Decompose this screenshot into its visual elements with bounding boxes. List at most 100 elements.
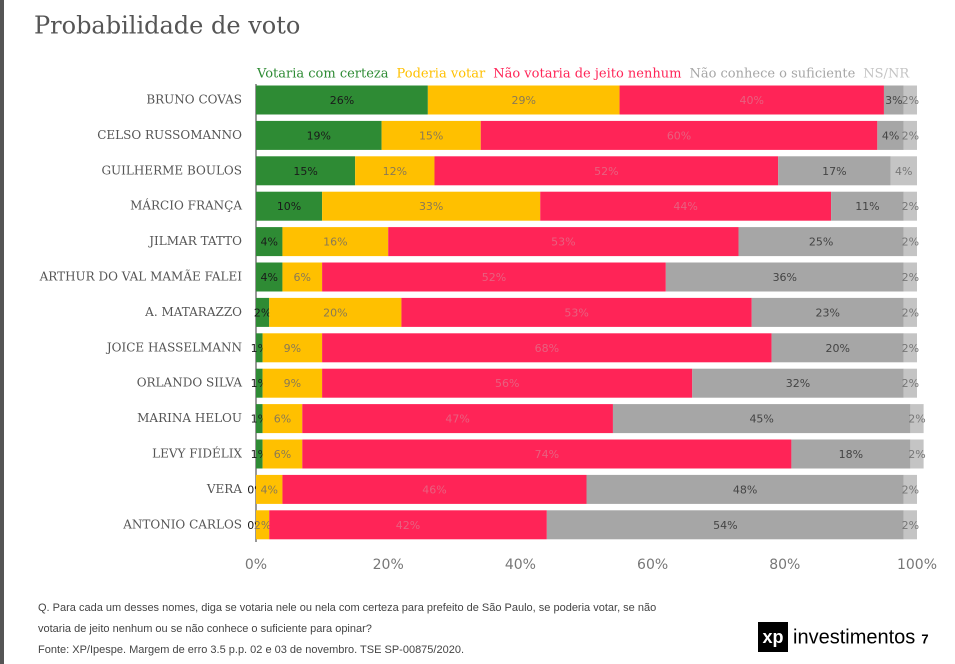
value-label: 45% xyxy=(749,413,773,426)
bar-segment xyxy=(322,262,666,292)
bar-segment xyxy=(877,120,904,150)
bar-segment xyxy=(612,404,911,434)
bar-segment xyxy=(771,333,904,363)
bar-segment xyxy=(831,191,904,221)
value-label: 52% xyxy=(594,165,618,178)
value-label: 2% xyxy=(902,342,919,355)
value-label: 9% xyxy=(284,342,301,355)
bar-segment xyxy=(256,262,283,292)
bar-segment xyxy=(388,227,739,257)
value-label: 74% xyxy=(535,448,559,461)
legend-entry: Não votaria de jeito nenhum xyxy=(493,67,681,82)
value-label: 23% xyxy=(816,306,840,319)
bar-segment xyxy=(910,439,924,469)
value-label: 2% xyxy=(902,377,919,390)
value-label: 12% xyxy=(383,165,407,178)
bar-segment xyxy=(282,262,323,292)
category-label: JOICE HASSELMANN xyxy=(105,340,242,354)
x-tick-label: 0% xyxy=(245,557,267,573)
value-label: 42% xyxy=(396,519,420,532)
x-tick-label: 20% xyxy=(373,557,404,573)
bar-segment xyxy=(401,297,752,327)
category-label: CELSO RUSSOMANNO xyxy=(97,128,242,142)
value-label: 20% xyxy=(323,306,347,319)
bar-segment xyxy=(256,297,270,327)
bar-segment xyxy=(302,439,792,469)
x-tick-label: 40% xyxy=(505,557,536,573)
category-label: ORLANDO SILVA xyxy=(137,376,243,390)
bar-segment xyxy=(282,227,389,257)
value-label: 11% xyxy=(855,200,879,213)
value-label: 48% xyxy=(733,483,757,496)
value-label: 16% xyxy=(323,236,347,249)
chart-title: Probabilidade de voto xyxy=(34,12,300,40)
value-label: 68% xyxy=(535,342,559,355)
value-label: 9% xyxy=(284,377,301,390)
bar-segment xyxy=(903,120,917,150)
bar-segment xyxy=(256,333,263,363)
bar-segment xyxy=(381,120,481,150)
footnote: Q. Para cada um desses nomes, diga se vo… xyxy=(38,602,656,614)
value-label: 2% xyxy=(908,413,925,426)
bar-segment xyxy=(883,85,904,115)
category-label: A. MATARAZZO xyxy=(144,305,242,319)
value-label: 2% xyxy=(908,448,925,461)
bar-segment xyxy=(256,191,323,221)
value-label: 20% xyxy=(825,342,849,355)
value-label: 6% xyxy=(274,413,291,426)
value-label: 26% xyxy=(330,94,354,107)
bar-segment xyxy=(540,191,832,221)
bar-segment xyxy=(322,333,772,363)
value-label: 2% xyxy=(902,306,919,319)
value-label: 18% xyxy=(839,448,863,461)
value-label: 2% xyxy=(902,236,919,249)
logo-box xyxy=(758,622,788,652)
x-tick-label: 100% xyxy=(897,557,937,573)
bar-segment xyxy=(665,262,904,292)
legend: Votaria com certeza Poderia votar Não vota… xyxy=(256,67,910,82)
bar-segment xyxy=(903,474,917,504)
bar-segment xyxy=(256,227,283,257)
bar-segment xyxy=(903,510,917,540)
value-label: 53% xyxy=(551,236,575,249)
value-label: 3% xyxy=(885,94,902,107)
bar-segment xyxy=(778,156,891,186)
value-label: 2% xyxy=(902,94,919,107)
bar-segment xyxy=(355,156,435,186)
category-label: MÁRCIO FRANÇA xyxy=(130,198,242,213)
legend-entry: Não conhece o suficiente xyxy=(689,67,855,82)
value-label: 53% xyxy=(564,306,588,319)
footnote: votaria de jeito nenhum ou se não conhec… xyxy=(38,623,372,635)
value-label: 60% xyxy=(667,129,691,142)
side-bar xyxy=(0,0,4,664)
bar-segment xyxy=(256,85,428,115)
value-label: 4% xyxy=(882,129,899,142)
value-label: 4% xyxy=(895,165,912,178)
bar-segment xyxy=(586,474,904,504)
value-label: 56% xyxy=(495,377,519,390)
bar-segment xyxy=(434,156,779,186)
bar-segment xyxy=(903,333,917,363)
value-label: 36% xyxy=(773,271,797,284)
value-label: 17% xyxy=(822,165,846,178)
value-label: 54% xyxy=(713,519,737,532)
value-label: 15% xyxy=(419,129,443,142)
bar-segment xyxy=(269,510,547,540)
value-label: 15% xyxy=(293,165,317,178)
value-label: 2% xyxy=(254,306,271,319)
value-label: 19% xyxy=(307,129,331,142)
bar-segment xyxy=(791,439,911,469)
value-label: 33% xyxy=(419,200,443,213)
value-label: 4% xyxy=(260,271,277,284)
bar-segment xyxy=(910,404,924,434)
value-label: 2% xyxy=(902,519,919,532)
value-label: 2% xyxy=(902,129,919,142)
value-label: 44% xyxy=(673,200,697,213)
value-label: 4% xyxy=(260,236,277,249)
bar-segment xyxy=(903,262,917,292)
logo-mark: xp xyxy=(762,627,783,647)
category-label: JILMAR TATTO xyxy=(147,234,242,248)
value-label: 52% xyxy=(482,271,506,284)
legend-entry: Votaria com certeza xyxy=(256,67,389,82)
